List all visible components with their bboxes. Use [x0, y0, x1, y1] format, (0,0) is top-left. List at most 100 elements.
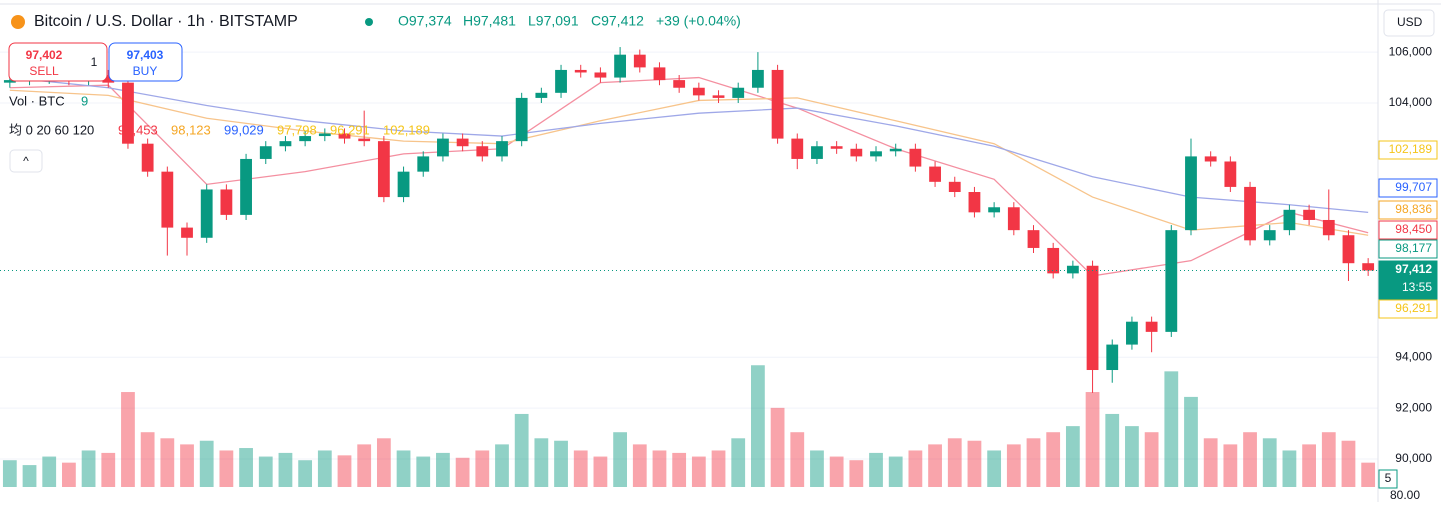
- volume-bar: [1262, 438, 1277, 487]
- volume-bar: [376, 438, 391, 487]
- sell-price: 97,402: [26, 48, 63, 62]
- price-label: 96,291: [1395, 301, 1432, 315]
- currency: USD: [1397, 15, 1423, 29]
- volume-bar: [672, 452, 687, 487]
- volume-bar: [1006, 444, 1021, 487]
- candle-body: [358, 138, 371, 142]
- candle-body: [653, 67, 666, 81]
- candle-body: [1362, 263, 1375, 271]
- volume-bar: [967, 440, 982, 487]
- collapse-button[interactable]: [9, 149, 43, 173]
- candle-body: [968, 192, 981, 213]
- candle-body: [220, 189, 233, 215]
- candle-body: [889, 148, 902, 152]
- volume-bar: [1302, 444, 1316, 487]
- volume-bar: [121, 392, 135, 487]
- y-tick-label: 90,000: [1395, 451, 1432, 465]
- volume-bar: [1341, 440, 1356, 487]
- price-label-box: [1378, 239, 1438, 259]
- volume-bar: [888, 456, 903, 487]
- candle-body: [1126, 321, 1138, 345]
- volume-bar: [455, 457, 470, 487]
- volume-bar: [1321, 432, 1336, 487]
- candle-body: [1303, 209, 1316, 220]
- plot: [0, 47, 1378, 487]
- candle-body: [1086, 265, 1099, 371]
- volume-bar: [357, 444, 372, 487]
- ohlc-open: O97,374: [398, 13, 452, 29]
- volume-bar: [947, 438, 962, 487]
- volume-bar: [101, 452, 116, 487]
- candle-body: [830, 146, 843, 149]
- candle-body: [633, 54, 646, 68]
- volume-bar: [810, 450, 824, 487]
- candle-body: [181, 227, 193, 238]
- candle-body: [771, 69, 784, 139]
- volume-bar: [62, 462, 76, 487]
- price-label-box: [1378, 260, 1438, 300]
- volume-bar: [180, 444, 194, 487]
- candle-body: [1145, 321, 1158, 332]
- volume-bar: [1046, 432, 1061, 487]
- y-tick-label: 106,000: [1389, 44, 1433, 58]
- volume-bar: [849, 460, 864, 487]
- volume-bar: [1026, 438, 1041, 487]
- candle-body: [614, 54, 627, 78]
- price-label-box: [1378, 178, 1438, 198]
- candle-body: [732, 87, 745, 98]
- candle-body: [574, 69, 587, 73]
- candle-body: [988, 207, 1001, 213]
- buy-button[interactable]: [108, 42, 183, 82]
- volume-bar: [22, 465, 37, 487]
- status-dot: [365, 18, 373, 26]
- candle-body: [1047, 247, 1060, 274]
- volume-bar: [1164, 371, 1179, 487]
- ma-legend-value: 97,798: [277, 122, 317, 137]
- collapse-icon: ^: [23, 154, 29, 168]
- candle-body: [338, 133, 351, 139]
- candle-body: [377, 141, 390, 198]
- candle-body: [1322, 219, 1335, 236]
- ma-legend: 均 0 20 60 120: [9, 122, 94, 137]
- countdown: 13:55: [1402, 280, 1432, 294]
- volume-bar: [987, 450, 1002, 487]
- volume-bar: [1125, 426, 1139, 487]
- candle-body: [791, 138, 804, 159]
- volume-bar: [1243, 432, 1257, 487]
- volume-bar: [298, 460, 313, 487]
- volume-bar: [1105, 413, 1120, 487]
- volume-bar: [731, 438, 746, 487]
- volume-bar: [554, 440, 568, 487]
- volume-bar: [632, 444, 647, 487]
- candle-body: [929, 166, 941, 182]
- volume-bar: [573, 450, 588, 487]
- ma-legend-value: 97,453: [118, 122, 158, 137]
- price-label-box: [1378, 220, 1438, 240]
- change: +39 (+0.04%): [656, 13, 741, 29]
- volume-bar: [258, 456, 273, 487]
- ma-legend-value: 99,029: [224, 122, 264, 137]
- volume-bar: [436, 452, 450, 487]
- sell-button[interactable]: [8, 42, 108, 82]
- volume-bar: [534, 438, 549, 487]
- currency-select[interactable]: [1383, 9, 1435, 37]
- volume-bar: [790, 432, 805, 487]
- candle-body: [712, 95, 725, 98]
- volume-now: 5: [1385, 471, 1392, 485]
- candle-body: [456, 138, 469, 147]
- volume-bar: [1361, 462, 1376, 487]
- vol-label: Vol · BTC: [9, 93, 65, 108]
- candle-body: [318, 133, 331, 137]
- candle-body: [673, 80, 686, 88]
- price-label-box: [1378, 200, 1438, 220]
- spread: 1: [91, 55, 98, 69]
- volume-bar: [239, 448, 253, 487]
- volume-bar: [613, 432, 627, 487]
- volume-bar: [1203, 438, 1218, 487]
- sell-label: SELL: [29, 64, 59, 78]
- volume-bar: [1065, 426, 1080, 487]
- candle-body: [496, 141, 508, 157]
- volume-bar: [2, 460, 17, 487]
- price-label: 99,707: [1395, 180, 1432, 194]
